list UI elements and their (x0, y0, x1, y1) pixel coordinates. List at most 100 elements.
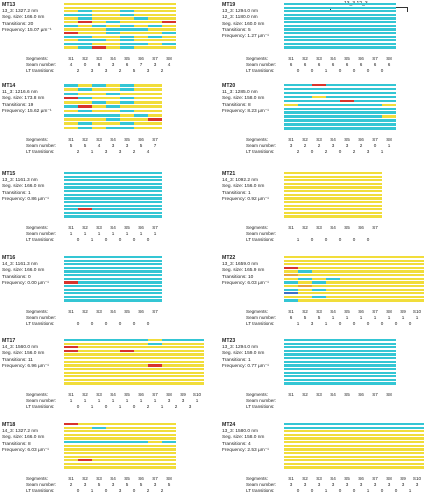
protofilament-cell (92, 349, 106, 353)
protofilament-cell (148, 346, 162, 349)
protofilament-cell (326, 426, 340, 429)
info-line: Seg. size: 160.0 nm (222, 21, 265, 27)
protofilament-cell (106, 284, 120, 288)
protofilament-cell (354, 462, 368, 465)
protofilament-cell (326, 441, 340, 444)
protofilament-cell (312, 107, 326, 110)
seam-number-cell: 6 (125, 62, 129, 67)
protofilament-cell (368, 103, 382, 106)
protofilament-cell (120, 215, 134, 218)
protofilament-cell (162, 371, 176, 374)
protofilament-cell (64, 21, 78, 24)
protofilament-cell (382, 107, 396, 110)
protofilament-cell (298, 349, 312, 353)
lt-transition-cell: 2 (324, 149, 328, 154)
protofilament-cell (148, 172, 162, 175)
protofilament-cell (298, 111, 312, 114)
protofilament-cell (368, 371, 382, 374)
info-line: 13_3: 1294.0 nm (222, 9, 259, 14)
protofilament-cell (298, 299, 312, 302)
protofilament-cell (92, 281, 106, 284)
protofilament-cell (120, 378, 134, 381)
protofilament-cell (284, 10, 298, 13)
protofilament-cell (326, 455, 340, 458)
protofilament-cell (396, 270, 410, 273)
protofilament-cell (340, 35, 354, 38)
protofilament-cell (162, 24, 176, 27)
protofilament-cell (326, 288, 340, 291)
protofilament-cell (120, 281, 134, 284)
segment-header: S7 (372, 56, 378, 61)
segment-table: Segments: Seam number: LT transitions: S1 S2… (222, 392, 437, 412)
protofilament-cell (368, 10, 382, 13)
protofilament-cell (326, 353, 340, 356)
protofilament-cell (396, 437, 410, 440)
protofilament-cell (284, 256, 298, 259)
protofilament-cell (106, 39, 120, 42)
protofilament-cell (64, 193, 78, 196)
protofilament-cell (190, 375, 204, 378)
protofilament-cell (64, 455, 78, 458)
protofilament-cell (92, 24, 106, 27)
protofilament-cell (284, 430, 298, 433)
protofilament-cell (312, 31, 326, 35)
lt-transition-cell: 2 (118, 68, 122, 73)
protofilament-cell (92, 444, 106, 447)
protofilament-cell (340, 448, 354, 451)
protofilament-cell (92, 6, 106, 9)
segment-header: S6 (138, 309, 144, 314)
protofilament-cell (78, 6, 92, 9)
protofilament-cell (340, 292, 354, 295)
protofilament-cell (120, 375, 134, 378)
protofilament-cell (120, 92, 134, 96)
protofilament-cell (162, 375, 176, 378)
segment-table: Segments: Seam number: LT transitions: S1 S2… (222, 56, 437, 76)
protofilament-cell (78, 172, 92, 175)
protofilament-cell (64, 349, 78, 353)
protofilament-cell (162, 339, 176, 342)
seam-number-cell: 1 (97, 398, 101, 403)
protofilament-cell (106, 175, 120, 178)
protofilament-cell (78, 118, 92, 121)
protofilament-cell (284, 423, 298, 426)
protofilament-cell (134, 186, 148, 189)
protofilament-cell (78, 31, 92, 35)
protofilament-cell (78, 17, 92, 20)
seam-number-cell: 6 (303, 62, 307, 67)
protofilament-cell (354, 179, 368, 182)
protofilament-cell (354, 6, 368, 9)
lt-transition-cell: 0 (408, 321, 412, 326)
protofilament-cell (284, 441, 298, 444)
protofilament-cell (326, 123, 340, 126)
protofilament-cell (354, 266, 368, 270)
protofilament-cell (64, 10, 78, 13)
protofilament-cell (120, 462, 134, 465)
protofilament-cell (106, 270, 120, 273)
protofilament-cell (64, 122, 78, 126)
protofilament-cell (312, 423, 326, 426)
protofilament-cell (106, 3, 120, 6)
protofilament-cell (120, 105, 134, 108)
protofilament-cell (92, 274, 106, 277)
protofilament-cell (78, 339, 92, 342)
panel-info: 13_3: 1161.3 nm Seg. size: 166.0 nm Transi… (2, 178, 49, 203)
protofilament-cell (298, 433, 312, 437)
protofilament-cell (78, 299, 92, 302)
protofilament-cell (92, 211, 106, 214)
protofilament-cell (78, 24, 92, 27)
protofilament-cell (148, 42, 162, 45)
protofilament-cell (148, 437, 162, 440)
protofilament-cell (162, 367, 176, 371)
protofilament-cell (312, 284, 326, 288)
info-line: Transitions: 11 (2, 357, 33, 363)
protofilament-cell (78, 274, 92, 277)
protofilament-cell (298, 270, 312, 273)
protofilament-cell (312, 430, 326, 433)
lt-transition-cell: 1 (366, 488, 370, 493)
protofilament-cell (148, 186, 162, 189)
lt-transition-cell: 1 (324, 321, 328, 326)
segment-grid (64, 339, 204, 386)
protofilament-cell (134, 274, 148, 277)
protofilament-cell (64, 360, 78, 363)
protofilament-cell (162, 462, 176, 465)
